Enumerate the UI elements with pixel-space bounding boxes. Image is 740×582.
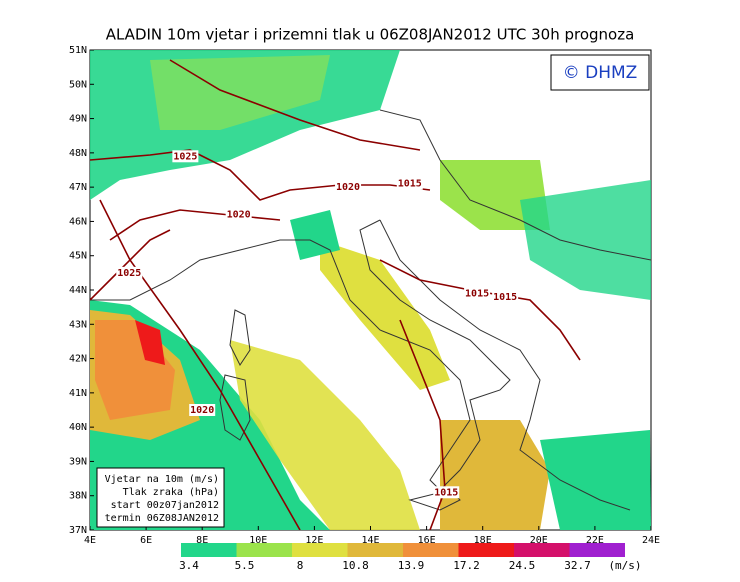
colorbar-label: 24.5	[509, 559, 536, 572]
lon-label: 12E	[305, 535, 323, 546]
map-area: 1025 1020 1015 1020 1025 1015 1015 1020 1015 51N…	[69, 45, 660, 546]
lon-label: 8E	[196, 535, 208, 546]
lat-label: 46N	[69, 216, 87, 227]
isobar-label: 1015	[398, 179, 422, 190]
lat-label: 42N	[69, 354, 87, 365]
colorbar-swatch	[181, 543, 237, 557]
lon-label: 14E	[361, 535, 379, 546]
isobar-label-bg	[189, 404, 216, 416]
colorbar-swatch	[292, 543, 348, 557]
lon-label: 6E	[140, 535, 152, 546]
colorbar-swatch	[569, 543, 625, 557]
isobars	[90, 59, 581, 530]
colorbar-swatch	[458, 543, 514, 557]
isobar-label-bg	[464, 287, 491, 300]
lat-label: 45N	[69, 251, 87, 262]
isobar-label: 1020	[227, 210, 251, 221]
isobar-label: 1015	[493, 292, 517, 303]
colorbar-label: 17.2	[453, 559, 480, 572]
lat-label: 50N	[69, 79, 87, 90]
lat-label: 40N	[69, 422, 87, 433]
lon-label: 18E	[474, 535, 492, 546]
colorbar-swatch	[236, 543, 292, 557]
isobar-label-bg	[433, 486, 460, 499]
wind-field	[90, 50, 651, 530]
lat-label: 51N	[69, 45, 87, 56]
lon-label: 4E	[84, 535, 96, 546]
lon-label: 10E	[249, 535, 267, 546]
colorbar-swatch	[403, 543, 459, 557]
legend-box	[96, 467, 225, 528]
lat-label: 47N	[69, 182, 87, 193]
lat-label: 44N	[69, 285, 87, 296]
isobar-label-bg	[396, 177, 423, 190]
copyright: © DHMZ	[563, 63, 638, 83]
axis-labels: 51N 50N 49N 48N 47N 46N 45N 44N 43N 42N 41N 40N 39N 3…	[69, 45, 660, 546]
title: ALADIN 10m vjetar i prizemni tlak u 06Z0…	[106, 26, 635, 44]
copyright-box	[550, 54, 650, 91]
isobar-label: 1015	[465, 288, 489, 299]
lat-label: 48N	[69, 148, 87, 159]
colorbar-label: 3.4	[179, 559, 199, 572]
legend-line: Vjetar na 10m (m/s)	[105, 474, 219, 485]
isobar-label-bg	[225, 208, 252, 221]
lat-label: 41N	[69, 388, 87, 399]
isobar-label-bg	[335, 181, 362, 194]
isobar-label-bg	[172, 150, 199, 163]
isobar-label: 1025	[117, 268, 141, 279]
lon-label: 22E	[586, 535, 604, 546]
lat-label: 39N	[69, 456, 87, 467]
lat-label: 43N	[69, 319, 87, 330]
isobar-label: 1015	[434, 487, 458, 498]
legend-line: termin 06Z08JAN2012	[105, 513, 219, 524]
isobar-label: 1025	[173, 151, 197, 162]
colorbar-label: 32.7	[564, 559, 591, 572]
colorbar: 3.4 5.5 8 10.8 13.9 17.2 24.5 32.7 (m/s)	[179, 543, 642, 572]
isobar-label: 1020	[190, 405, 214, 416]
colorbar-label: 13.9	[398, 559, 425, 572]
colorbar-swatch	[347, 543, 403, 557]
colorbar-unit: (m/s)	[608, 559, 641, 572]
lat-label: 37N	[69, 525, 87, 536]
isobar-labels: 1025 1020 1015 1020 1025 1015 1015 1020 1015	[116, 150, 519, 499]
isobar-label-bg	[492, 290, 519, 303]
colorbar-swatch	[514, 543, 570, 557]
isobar-label-bg	[116, 266, 143, 279]
colorbar-label: 10.8	[342, 559, 369, 572]
colorbar-label: 5.5	[235, 559, 255, 572]
legend: Vjetar na 10m (m/s) Tlak zraka (hPa) start…	[105, 474, 219, 524]
lon-label: 20E	[530, 535, 548, 546]
lat-label: 38N	[69, 491, 87, 502]
lon-label: 24E	[642, 535, 660, 546]
legend-line: Tlak zraka (hPa)	[123, 487, 219, 498]
legend-line: start 00z07jan2012	[111, 500, 219, 511]
lat-label: 49N	[69, 114, 87, 125]
coastlines	[90, 109, 651, 511]
lon-label: 16E	[418, 535, 436, 546]
colorbar-label: 8	[297, 559, 304, 572]
isobar-label: 1020	[336, 182, 360, 193]
